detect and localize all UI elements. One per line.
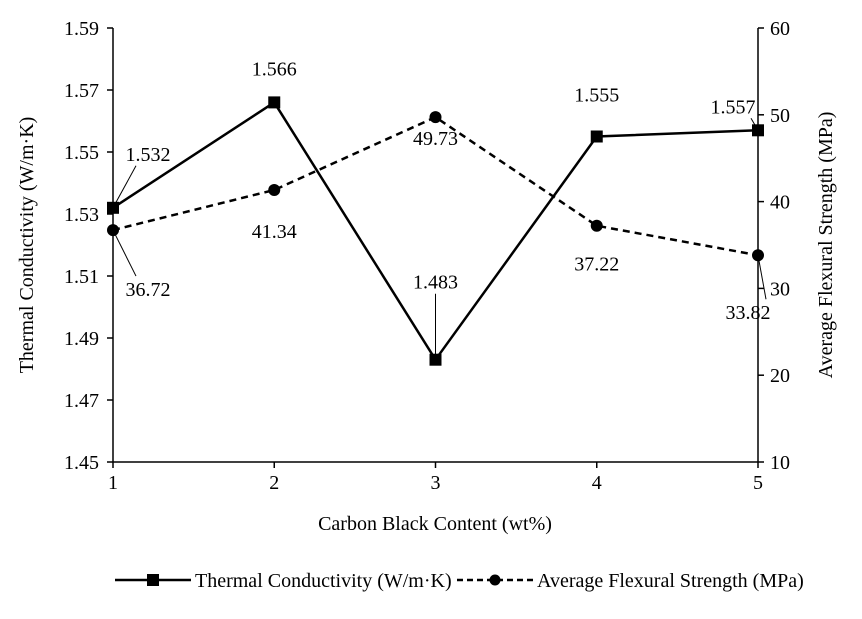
data-label: 1.557: [711, 96, 756, 118]
y2-tick-label: 30: [770, 278, 790, 300]
y2-tick-label: 50: [770, 105, 790, 127]
legend-label: Average Flexural Strength (MPa): [537, 570, 804, 592]
label-leader-line: [112, 165, 137, 209]
y-tick-label: 1.47: [64, 390, 99, 412]
data-point-thermal-conductivity: [590, 130, 603, 143]
series-line-1: [112, 115, 759, 257]
y2-tick-label: 10: [770, 452, 790, 474]
y-tick-label: 1.45: [64, 452, 99, 474]
label-leader-line: [750, 118, 759, 131]
y-tick-label: 1.57: [64, 80, 99, 102]
x-tick-label: 1: [108, 472, 118, 494]
data-label: 33.82: [726, 302, 771, 324]
legend-square-marker-icon: [147, 574, 159, 586]
y-tick-label: 1.51: [64, 266, 99, 288]
label-leader-line: [757, 255, 767, 300]
x-axis-title: Carbon Black Content (wt%): [318, 513, 552, 535]
legend-label: Thermal Conductivity (W/m·K): [195, 570, 452, 592]
x-tick-label: 5: [753, 472, 763, 494]
x-tick-label: 3: [431, 472, 441, 494]
x-tick-label: 2: [269, 472, 279, 494]
data-label: 49.73: [413, 128, 458, 150]
y-tick-label: 1.49: [64, 328, 99, 350]
y-tick-label: 1.53: [64, 204, 99, 226]
y-tick-label: 1.59: [64, 18, 99, 40]
data-label: 1.566: [252, 58, 297, 80]
data-label: 1.483: [413, 272, 458, 294]
y2-tick-label: 40: [770, 192, 790, 214]
y-tick-label: 1.55: [64, 142, 99, 164]
legend-circle-marker-icon: [489, 574, 501, 586]
y2-tick-label: 60: [770, 18, 790, 40]
y2-axis-title: Average Flexural Strength (MPa): [815, 112, 837, 379]
data-point-flexural-strength: [429, 111, 442, 124]
data-point-flexural-strength: [268, 183, 281, 196]
data-point-flexural-strength: [590, 219, 603, 232]
data-label: 36.72: [126, 279, 171, 301]
label-leader-line: [112, 229, 137, 277]
data-label: 1.532: [126, 144, 171, 166]
data-label: 1.555: [574, 85, 619, 107]
legend: Thermal Conductivity (W/m·K) Average Flex…: [115, 570, 804, 592]
y-axis-title: Thermal Conductivity (W/m·K): [16, 117, 38, 374]
x-tick-label: 4: [592, 472, 602, 494]
data-label: 37.22: [574, 254, 619, 276]
data-point-thermal-conductivity: [268, 96, 281, 109]
data-label: 41.34: [252, 221, 297, 243]
y2-tick-label: 20: [770, 365, 790, 387]
